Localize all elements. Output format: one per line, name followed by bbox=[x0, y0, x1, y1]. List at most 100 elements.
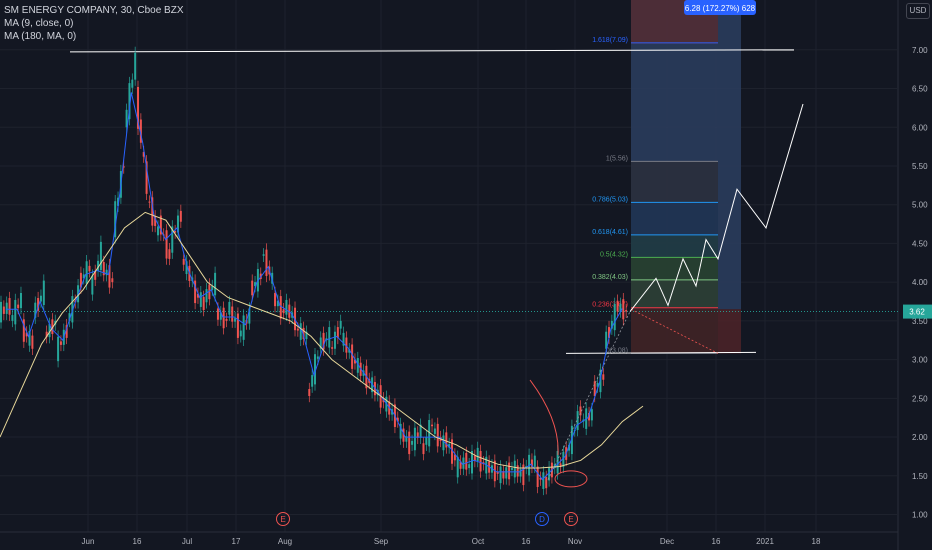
candle-body bbox=[157, 226, 159, 236]
candle-body bbox=[196, 293, 199, 298]
candle-body bbox=[51, 319, 54, 335]
candle-body bbox=[593, 381, 596, 397]
event-marker-label: D bbox=[539, 515, 545, 524]
candle-body bbox=[251, 280, 254, 296]
candle-body bbox=[570, 425, 573, 455]
candle-body bbox=[208, 284, 211, 300]
candle-body bbox=[285, 299, 288, 315]
candle-body bbox=[625, 310, 628, 312]
candle-body bbox=[590, 409, 593, 421]
fib-level-label: 0.382(4.03) bbox=[592, 274, 628, 281]
candle-body bbox=[222, 307, 225, 329]
y-tick-label: 3.00 bbox=[912, 356, 928, 365]
last-price-tag bbox=[903, 304, 932, 319]
candle-body bbox=[602, 374, 605, 380]
y-tick-label: 7.00 bbox=[912, 46, 928, 55]
event-marker bbox=[276, 512, 290, 526]
candle-body bbox=[25, 332, 28, 337]
candle-body bbox=[562, 451, 565, 467]
candle-body bbox=[451, 439, 454, 464]
candle-body bbox=[171, 226, 174, 253]
candle-body bbox=[319, 337, 322, 349]
currency-label[interactable]: USD bbox=[906, 3, 930, 19]
candle-body bbox=[462, 457, 465, 469]
candle-body bbox=[216, 308, 219, 320]
x-tick-label: Oct bbox=[472, 537, 485, 546]
fib-zone bbox=[631, 307, 718, 354]
candle-body bbox=[39, 295, 42, 302]
candle-body bbox=[539, 477, 542, 480]
candle-body bbox=[416, 432, 419, 438]
x-tick-label: Aug bbox=[278, 537, 292, 546]
candle-body bbox=[622, 299, 625, 320]
candle-body bbox=[145, 161, 148, 194]
y-tick-label: 6.00 bbox=[912, 123, 928, 132]
candle-body bbox=[405, 436, 408, 442]
candle-body bbox=[276, 300, 279, 307]
price-axis bbox=[898, 0, 932, 550]
candle-body bbox=[59, 341, 62, 345]
x-tick-label: Jul bbox=[182, 537, 192, 546]
candle-body bbox=[505, 467, 508, 479]
candle-body bbox=[411, 440, 414, 445]
candle-body bbox=[445, 432, 448, 448]
candle-body bbox=[516, 465, 519, 477]
stop-diagonal bbox=[630, 308, 719, 354]
position-label-box bbox=[684, 0, 756, 15]
candle-body bbox=[345, 337, 348, 353]
candle-body bbox=[479, 450, 482, 472]
candle-body bbox=[154, 216, 157, 226]
candle-body bbox=[194, 280, 197, 304]
candle-body bbox=[599, 369, 602, 393]
candle-body bbox=[568, 444, 571, 451]
candle-body bbox=[134, 52, 137, 80]
candle-body bbox=[282, 309, 285, 314]
candle-body bbox=[396, 417, 399, 422]
ma180-legend[interactable]: MA (180, MA, 0) bbox=[4, 31, 77, 42]
fib-zone bbox=[631, 202, 718, 235]
candle-body bbox=[328, 327, 331, 348]
x-tick-label: Dec bbox=[660, 537, 674, 546]
candle-body bbox=[530, 459, 533, 467]
candle-body bbox=[97, 260, 100, 271]
candle-body bbox=[436, 423, 439, 447]
candle-body bbox=[137, 86, 140, 129]
candle-body bbox=[351, 344, 354, 369]
candle-body bbox=[199, 292, 202, 307]
candle-body bbox=[71, 296, 74, 323]
candle-body bbox=[616, 300, 619, 312]
candle-body bbox=[131, 79, 134, 88]
candle-body bbox=[331, 347, 334, 349]
candle-body bbox=[468, 464, 471, 469]
candle-body bbox=[88, 265, 91, 272]
resistance-trendline bbox=[69, 49, 795, 53]
candle-body bbox=[448, 444, 451, 448]
candle-body bbox=[148, 201, 151, 203]
candle-body bbox=[608, 327, 611, 338]
candle-body bbox=[94, 270, 97, 280]
candle-body bbox=[5, 302, 8, 314]
symbol-title[interactable]: SM ENERGY COMPANY, 30, Cboe BZX bbox=[4, 5, 184, 16]
candle-body bbox=[399, 423, 402, 439]
candle-body bbox=[48, 323, 51, 338]
x-tick-label: 2021 bbox=[756, 537, 774, 546]
candle-body bbox=[279, 296, 282, 319]
candle-body bbox=[248, 308, 251, 324]
fib-level-label: 0.236(3.67) bbox=[592, 302, 628, 309]
candle-body bbox=[37, 298, 40, 311]
candle-body bbox=[476, 447, 479, 462]
candle-body bbox=[502, 471, 505, 479]
candle-body bbox=[265, 249, 268, 276]
candle-body bbox=[419, 424, 422, 438]
ma9-legend[interactable]: MA (9, close, 0) bbox=[4, 18, 74, 29]
candle-body bbox=[596, 382, 599, 387]
candle-body bbox=[111, 278, 114, 283]
x-tick-label: 18 bbox=[812, 537, 821, 546]
candle-body bbox=[408, 431, 411, 455]
candle-body bbox=[536, 466, 539, 488]
candle-body bbox=[459, 461, 462, 469]
y-tick-label: 1.00 bbox=[912, 511, 928, 520]
candle-body bbox=[413, 427, 416, 451]
